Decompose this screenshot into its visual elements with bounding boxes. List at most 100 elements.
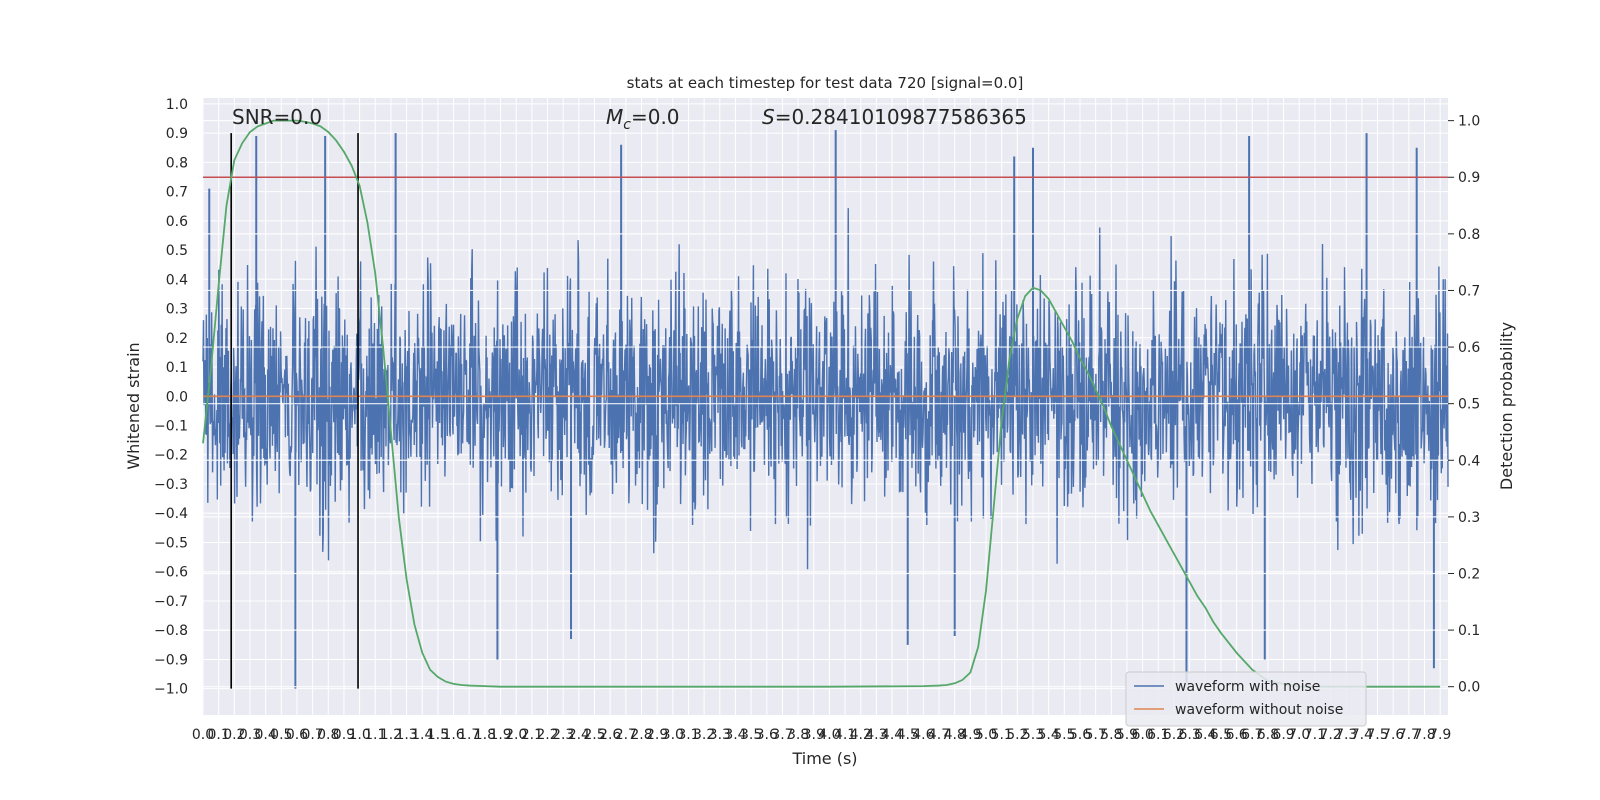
y2-tick-label: 1.0 — [1458, 114, 1480, 130]
y-tick-label: −0.8 — [154, 623, 188, 639]
x-tick-label: 4.0 — [818, 727, 840, 743]
x-tick-label: 1.7 — [458, 727, 480, 743]
x-tick-label: 7.3 — [1335, 727, 1357, 743]
y2-tick-label: 0.3 — [1458, 510, 1480, 526]
y-tick-label: 0.9 — [166, 126, 188, 142]
x-tick-label: 1.0 — [348, 727, 370, 743]
x-tick-label: 4.7 — [928, 727, 950, 743]
snr-annotation: SNR=0.0 — [232, 105, 322, 129]
x-tick-label: 4.2 — [850, 727, 872, 743]
y2-axis-label: Detection probability — [1497, 322, 1516, 490]
y-tick-label: 0.5 — [166, 243, 188, 259]
y2-tick-label: 0.1 — [1458, 623, 1480, 639]
chirp-mass-subscript: c — [623, 117, 631, 133]
x-tick-label: 7.4 — [1351, 727, 1373, 743]
y-axis-label: Whitened strain — [124, 342, 143, 469]
y2-tick-label: 0.8 — [1458, 227, 1480, 243]
x-tick-label: 3.7 — [771, 727, 793, 743]
y-tick-label: 0.3 — [166, 302, 188, 318]
x-tick-label: 3.5 — [740, 727, 762, 743]
y-tick-label: −0.4 — [154, 506, 188, 522]
x-tick-label: 5.1 — [991, 727, 1013, 743]
x-tick-label: 0.7 — [301, 727, 323, 743]
y-tick-label: 0.8 — [166, 155, 188, 171]
x-tick-label: 2.5 — [583, 727, 605, 743]
y2-tick-label: 0.0 — [1458, 680, 1480, 696]
x-tick-label: 2.8 — [630, 727, 652, 743]
x-tick-label: 2.9 — [646, 727, 668, 743]
x-tick-label: 3.0 — [662, 727, 684, 743]
x-tick-label: 3.4 — [724, 727, 746, 743]
x-tick-label: 6.6 — [1225, 727, 1247, 743]
x-tick-label: 6.0 — [1131, 727, 1153, 743]
x-tick-label: 6.4 — [1194, 727, 1216, 743]
y-tick-label: 0.1 — [166, 360, 188, 376]
x-tick-label: 3.6 — [756, 727, 778, 743]
y-tick-label: −0.1 — [154, 419, 188, 435]
y-tick-label: 0.6 — [166, 214, 188, 230]
x-tick-label: 5.3 — [1022, 727, 1044, 743]
s-symbol: S — [762, 105, 775, 129]
x-tick-label: 4.3 — [865, 727, 887, 743]
x-tick-label: 6.5 — [1210, 727, 1232, 743]
x-tick-label: 1.1 — [364, 727, 386, 743]
left-axis-ticks: 1.0 0.9 0.8 0.7 0.6 0.5 0.4 0.3 0.2 0.1 0.0 −0.1 −0.… — [154, 97, 188, 698]
x-tick-label: 5.2 — [1006, 727, 1028, 743]
legend-label-clean: waveform without noise — [1175, 702, 1343, 718]
x-tick-label: 6.9 — [1272, 727, 1294, 743]
y-tick-label: 0.2 — [166, 331, 188, 347]
x-tick-label: 3.3 — [709, 727, 731, 743]
x-tick-label: 1.2 — [380, 727, 402, 743]
x-tick-label: 3.8 — [787, 727, 809, 743]
x-tick-label: 5.9 — [1116, 727, 1138, 743]
x-tick-label: 3.1 — [677, 727, 699, 743]
x-tick-label: 0.9 — [333, 727, 355, 743]
x-tick-label: 6.7 — [1241, 727, 1263, 743]
y2-tick-label: 0.7 — [1458, 283, 1480, 299]
y2-tick-label: 0.9 — [1458, 170, 1480, 186]
y-tick-label: −0.5 — [154, 535, 188, 551]
x-tick-label: 0.3 — [239, 727, 261, 743]
x-tick-label: 5.6 — [1069, 727, 1091, 743]
x-tick-label: 3.2 — [693, 727, 715, 743]
x-tick-label: 1.3 — [395, 727, 417, 743]
x-tick-label: 7.5 — [1366, 727, 1388, 743]
x-tick-label: 6.3 — [1178, 727, 1200, 743]
x-tick-label: 4.9 — [959, 727, 981, 743]
x-tick-label: 4.4 — [881, 727, 903, 743]
x-tick-label: 7.8 — [1413, 727, 1435, 743]
chart-title: stats at each timestep for test data 720… — [627, 74, 1024, 92]
legend-box — [1125, 671, 1367, 727]
waveform-with-noise-series — [202, 130, 1449, 689]
x-tick-label: 1.9 — [489, 727, 511, 743]
chirp-mass-value: =0.0 — [631, 105, 680, 129]
s-statistic-annotation: S=0.28410109877586365 — [762, 105, 1027, 129]
x-tick-label: 5.4 — [1038, 727, 1060, 743]
x-tick-label: 0.1 — [208, 727, 230, 743]
x-tick-label: 4.1 — [834, 727, 856, 743]
x-tick-label: 0.4 — [255, 727, 277, 743]
x-tick-label: 5.7 — [1085, 727, 1107, 743]
chirp-mass-symbol: M — [606, 105, 623, 129]
y-tick-label: 0.4 — [166, 272, 188, 288]
x-tick-label: 7.1 — [1304, 727, 1326, 743]
x-tick-label: 1.4 — [411, 727, 433, 743]
x-tick-label: 0.6 — [286, 727, 308, 743]
right-axis-ticks: 1.0 0.9 0.8 0.7 0.6 0.5 0.4 0.3 0.2 0.1 0.0 — [1448, 114, 1480, 696]
x-tick-label: 6.1 — [1147, 727, 1169, 743]
y-tick-label: 1.0 — [166, 97, 188, 113]
y-tick-label: 0.7 — [166, 185, 188, 201]
x-tick-label: 5.5 — [1053, 727, 1075, 743]
y-tick-label: 0.0 — [166, 389, 188, 405]
legend-label-noise: waveform with noise — [1175, 679, 1320, 695]
y-tick-label: −0.7 — [154, 594, 188, 610]
y2-tick-label: 0.4 — [1458, 453, 1480, 469]
x-tick-label: 6.8 — [1257, 727, 1279, 743]
x-tick-label: 2.7 — [615, 727, 637, 743]
y-tick-label: −0.9 — [154, 652, 188, 668]
x-tick-label: 7.7 — [1398, 727, 1420, 743]
x-tick-label: 0.5 — [270, 727, 292, 743]
x-tick-label: 5.8 — [1100, 727, 1122, 743]
x-tick-label: 2.6 — [599, 727, 621, 743]
